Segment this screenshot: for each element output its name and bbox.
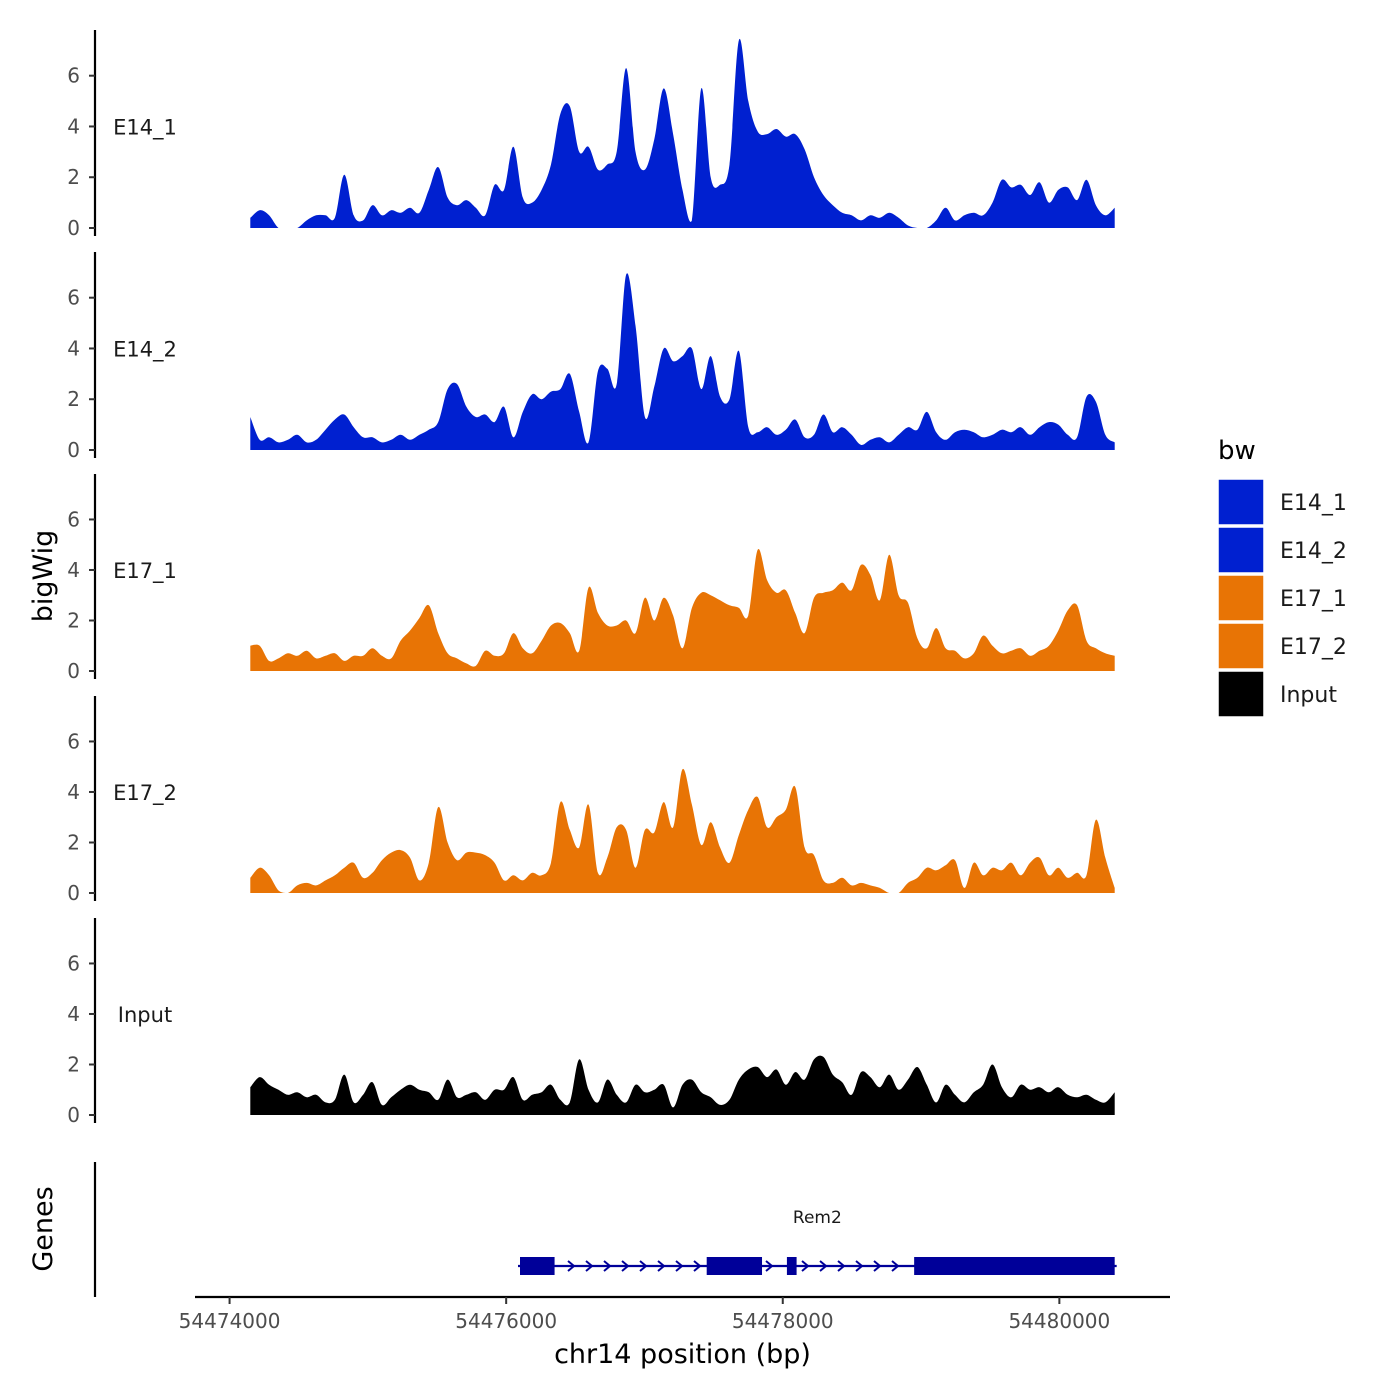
legend-swatch bbox=[1217, 526, 1265, 574]
legend-swatch bbox=[1217, 574, 1265, 622]
strand-arrow-icon bbox=[855, 1260, 864, 1272]
genes-axis-title: Genes bbox=[28, 1186, 59, 1271]
legend-item-e14-1: E14_1 bbox=[1217, 478, 1347, 526]
legend-label: E14_2 bbox=[1280, 539, 1347, 564]
gene-strand-arrows bbox=[567, 1260, 900, 1272]
y-tick-label: 4 bbox=[67, 780, 80, 804]
track-label-e17-1: E17_1 bbox=[113, 559, 177, 584]
legend-label: E17_1 bbox=[1280, 587, 1347, 612]
legend-item-e14-2: E14_2 bbox=[1217, 526, 1347, 574]
strand-arrow-icon bbox=[639, 1260, 648, 1272]
legend-label: E14_1 bbox=[1280, 491, 1347, 516]
signal-tracks: 0 2 4 6 E14_1 0 2 4 6 E14_2 0 2 4 6 E17_1 0 2 4 6 E17_2 0 2 4 6… bbox=[67, 30, 1115, 1127]
y-tick-label: 6 bbox=[67, 729, 80, 753]
strand-arrow-icon bbox=[891, 1260, 900, 1272]
y-tick-label: 4 bbox=[67, 114, 80, 138]
track-label-e14-2: E14_2 bbox=[113, 337, 177, 362]
strand-arrow-icon bbox=[693, 1260, 702, 1272]
x-tick-label: 54480000 bbox=[1008, 1309, 1110, 1333]
legend-item-e17-2: E17_2 bbox=[1217, 622, 1347, 670]
y-tick-label: 0 bbox=[67, 881, 80, 905]
track-input: 0 2 4 6 Input bbox=[67, 918, 1115, 1127]
gene-exon bbox=[520, 1257, 555, 1275]
signal-area-e14-2 bbox=[250, 273, 1115, 450]
track-e17-1: 0 2 4 6 E17_1 bbox=[67, 474, 1115, 683]
gene-exons bbox=[520, 1257, 1115, 1275]
legend-swatch bbox=[1217, 478, 1265, 526]
track-label-e14-1: E14_1 bbox=[113, 115, 177, 140]
legend-swatch bbox=[1217, 622, 1265, 670]
track-e17-2: 0 2 4 6 E17_2 bbox=[67, 696, 1115, 905]
y-tick-label: 6 bbox=[67, 507, 80, 531]
strand-arrow-icon bbox=[801, 1260, 810, 1272]
legend-swatch bbox=[1217, 670, 1265, 718]
track-label-input: Input bbox=[118, 1003, 172, 1027]
strand-arrow-icon bbox=[603, 1260, 612, 1272]
x-axis: 54474000 54476000 54478000 54480000 bbox=[179, 1295, 1170, 1333]
gene-exon bbox=[914, 1257, 1115, 1275]
legend-items: E14_1 E14_2 E17_1 E17_2 Input bbox=[1217, 478, 1347, 718]
signal-area-input bbox=[250, 1055, 1115, 1115]
x-tick-label: 54474000 bbox=[179, 1309, 281, 1333]
signal-area-e14-1 bbox=[250, 38, 1115, 229]
x-ticks: 54474000 54476000 54478000 54480000 bbox=[179, 1297, 1110, 1333]
legend-label: Input bbox=[1280, 683, 1337, 708]
strand-arrow-icon bbox=[621, 1260, 630, 1272]
legend-item-e17-1: E17_1 bbox=[1217, 574, 1347, 622]
x-tick-label: 54478000 bbox=[732, 1309, 834, 1333]
y-tick-label: 4 bbox=[67, 558, 80, 582]
legend: bw E14_1 E14_2 E17_1 E17_2 Input bbox=[1217, 436, 1347, 718]
y-axis-title: bigWig bbox=[28, 530, 59, 623]
legend-item-input: Input bbox=[1217, 670, 1337, 718]
strand-arrow-icon bbox=[567, 1260, 576, 1272]
y-tick-label: 2 bbox=[67, 1052, 80, 1076]
signal-area-e17-2 bbox=[250, 768, 1115, 893]
y-tick-label: 6 bbox=[67, 951, 80, 975]
x-axis-title: chr14 position (bp) bbox=[554, 1339, 811, 1370]
strand-arrow-icon bbox=[585, 1260, 594, 1272]
track-e14-1: 0 2 4 6 E14_1 bbox=[67, 30, 1115, 240]
track-label-e17-2: E17_2 bbox=[113, 781, 177, 806]
gene-exon bbox=[706, 1257, 763, 1275]
y-tick-label: 0 bbox=[67, 1103, 80, 1127]
strand-arrow-icon bbox=[873, 1260, 882, 1272]
y-tick-label: 2 bbox=[67, 608, 80, 632]
y-tick-label: 6 bbox=[67, 64, 80, 88]
legend-title: bw bbox=[1218, 436, 1256, 466]
signal-area-e17-1 bbox=[250, 549, 1115, 671]
x-tick-label: 54476000 bbox=[455, 1309, 557, 1333]
y-tick-label: 2 bbox=[67, 830, 80, 854]
gene-panel: Rem2 bbox=[93, 1162, 1117, 1297]
y-tick-label: 0 bbox=[67, 438, 80, 462]
strand-arrow-icon bbox=[675, 1260, 684, 1272]
strand-arrow-icon bbox=[819, 1260, 828, 1272]
gene-exon bbox=[786, 1257, 797, 1275]
strand-arrow-icon bbox=[837, 1260, 846, 1272]
y-tick-label: 4 bbox=[67, 336, 80, 360]
legend-label: E17_2 bbox=[1280, 635, 1347, 660]
y-tick-label: 2 bbox=[67, 165, 80, 189]
y-tick-label: 2 bbox=[67, 387, 80, 411]
strand-arrow-icon bbox=[765, 1260, 774, 1272]
y-tick-label: 0 bbox=[67, 216, 80, 240]
y-tick-label: 0 bbox=[67, 659, 80, 683]
strand-arrow-icon bbox=[657, 1260, 666, 1272]
y-tick-label: 6 bbox=[67, 286, 80, 310]
track-e14-2: 0 2 4 6 E14_2 bbox=[67, 252, 1115, 462]
y-tick-label: 4 bbox=[67, 1002, 80, 1026]
gene-name-label: Rem2 bbox=[793, 1208, 842, 1228]
